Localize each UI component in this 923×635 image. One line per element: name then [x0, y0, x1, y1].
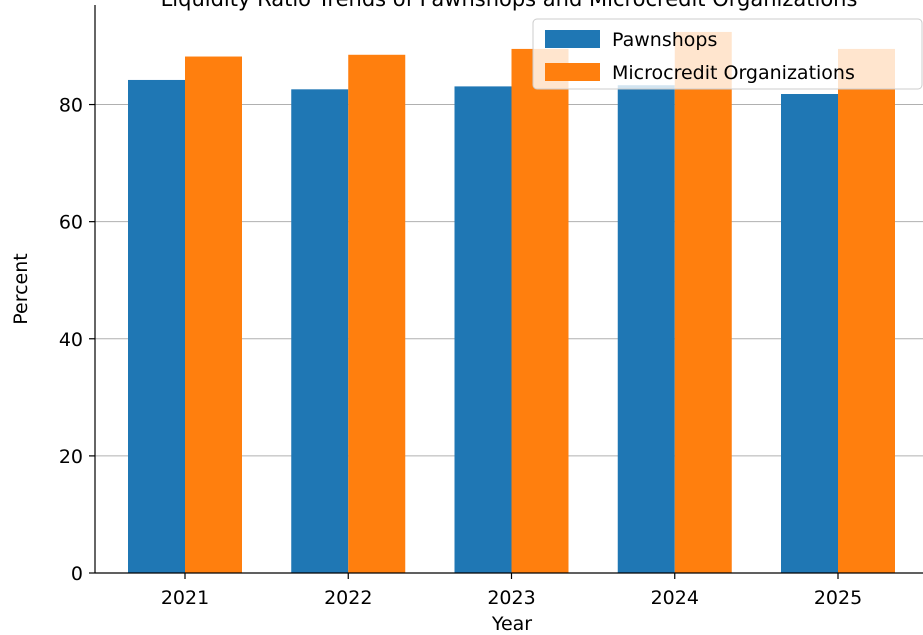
x-axis-label: Year: [491, 613, 532, 635]
x-tick-label: 2022: [324, 587, 372, 609]
bar-pawnshops-2022: [291, 89, 349, 573]
bar-pawnshops-2025: [781, 94, 838, 573]
bar-microcredit-2024: [674, 31, 732, 573]
y-tick-label: 40: [59, 329, 83, 351]
y-tick-label: 0: [71, 563, 83, 585]
legend-swatch-microcredit: [545, 63, 600, 81]
legend-label: Pawnshops: [612, 29, 717, 51]
y-tick-label: 80: [59, 95, 83, 117]
axes: [94, 5, 923, 574]
legend-box: [532, 18, 923, 90]
bar-pawnshops-2024: [617, 85, 675, 573]
x-tick-label: 2025: [814, 587, 862, 609]
x-tick-label: 2024: [651, 587, 699, 609]
bar-microcredit-2022: [348, 54, 406, 574]
ticks: 0 20 40 60 80 2021 2022 2023 2024 2025: [59, 95, 862, 609]
y-axis-label: Percent: [10, 253, 32, 325]
chart-title: Liquidity Ratio Trends of Pawnshops and …: [161, 0, 858, 11]
bar-pawnshops-2023: [454, 86, 512, 574]
x-tick-label: 2021: [161, 587, 209, 609]
x-tick-label: 2023: [487, 587, 535, 609]
y-tick-label: 20: [59, 446, 83, 468]
bar-microcredit-2025: [838, 48, 895, 573]
legend-label: Microcredit Organizations: [612, 62, 855, 84]
y-tick-label: 60: [59, 212, 83, 234]
bar-microcredit-2021: [185, 56, 242, 573]
bars: [128, 31, 895, 574]
legend-swatch-pawnshops: [545, 30, 600, 48]
legend: Pawnshops Microcredit Organizations: [532, 18, 923, 90]
bar-microcredit-2023: [511, 48, 569, 573]
bar-pawnshops-2021: [128, 79, 185, 573]
